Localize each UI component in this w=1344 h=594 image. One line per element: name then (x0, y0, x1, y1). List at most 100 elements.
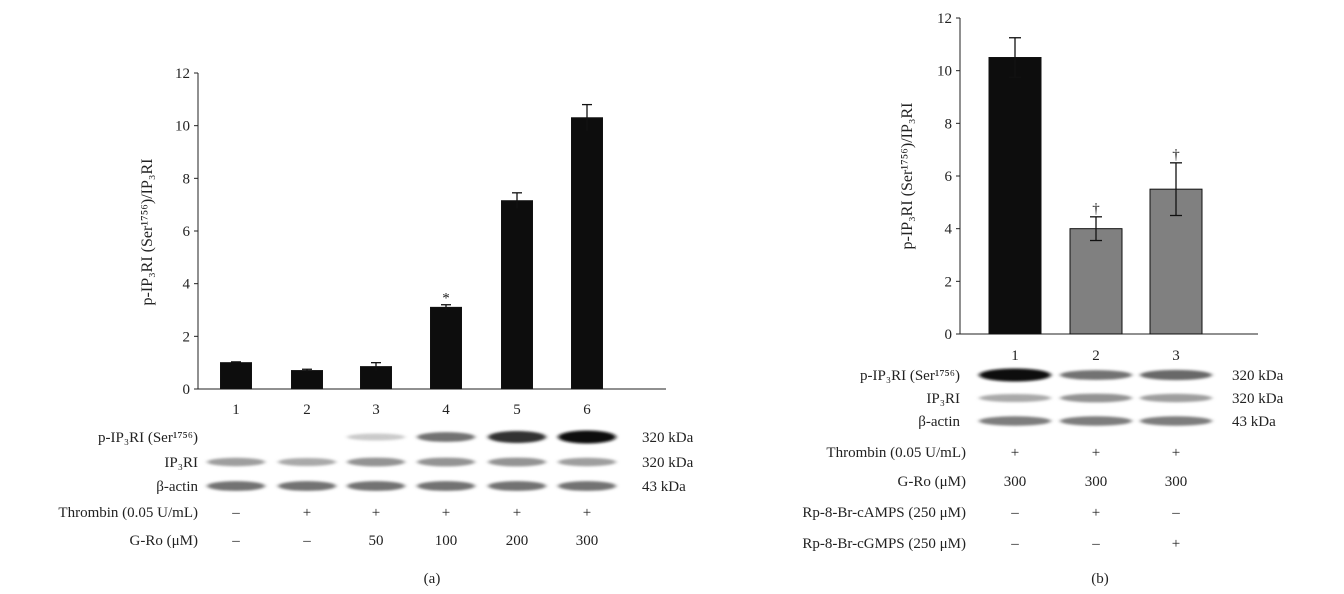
treatment-value: 50 (369, 533, 384, 549)
panel-b-treatment-table: Thrombin (0.05 U/mL) + + + G-Ro (μM) 300 300 30… (802, 445, 1187, 552)
x-tick-label: 6 (583, 402, 591, 418)
bar (291, 370, 323, 390)
treatment-value: + (1092, 505, 1100, 521)
treatment-value: + (1172, 445, 1180, 461)
blot-row-label: β-actin (918, 414, 960, 430)
blot-row-label: p-IP₃RI (Ser¹⁷⁵⁶) (860, 368, 960, 384)
y-tick-label: 12 (175, 66, 190, 82)
treatment-value: 300 (576, 533, 599, 549)
molecular-weight-label: 43 kDa (1232, 414, 1276, 430)
panel-b-bars: †† (988, 37, 1203, 335)
treatment-row-label: Rp-8-Br-cGMPS (250 μM) (802, 536, 966, 552)
blot-row-label: β-actin (156, 479, 198, 495)
treatment-value: + (1092, 445, 1100, 461)
y-tick-label: 8 (945, 116, 953, 132)
treatment-row-label: G-Ro (μM) (898, 474, 966, 490)
panel-a-bars: * (220, 103, 603, 390)
treatment-value: 300 (1165, 474, 1188, 490)
y-tick-label: 6 (945, 169, 953, 185)
panel-b-caption: (b) (1091, 571, 1109, 587)
panel-b-western-blot: p-IP₃RI (Ser¹⁷⁵⁶) 320 kDa IP₃RI 320 kDa β-ac… (860, 368, 1284, 430)
blot-band (347, 433, 405, 441)
blot-band (207, 481, 265, 491)
blot-band (1140, 369, 1212, 381)
blot-band (1060, 370, 1132, 380)
molecular-weight-label: 43 kDa (642, 479, 686, 495)
x-tick-label: 2 (303, 402, 311, 418)
bar (430, 306, 462, 390)
blot-band (417, 481, 475, 491)
x-tick-label: 4 (442, 402, 450, 418)
blot-band (347, 457, 405, 467)
blot-band (1140, 416, 1212, 426)
treatment-value: + (583, 505, 591, 521)
panel-b-y-ticks: 0 2 4 6 8 10 12 (937, 11, 960, 343)
x-tick-label: 2 (1092, 348, 1100, 364)
y-tick-label: 10 (175, 119, 190, 135)
y-tick-label: 8 (183, 171, 191, 187)
blot-band (278, 457, 336, 467)
blot-band (558, 481, 616, 491)
y-tick-label: 4 (183, 277, 191, 293)
bar (988, 57, 1042, 335)
treatment-value: + (513, 505, 521, 521)
y-tick-label: 6 (183, 224, 191, 240)
blot-band (347, 481, 405, 491)
treatment-row-label: Thrombin (0.05 U/mL) (826, 445, 966, 461)
blot-band (979, 368, 1051, 382)
treatment-value: – (1091, 536, 1100, 552)
treatment-value: + (442, 505, 450, 521)
panel-b-y-axis-label: p-IP₃RI (Ser¹⁷⁵⁶)/IP₃RI (899, 103, 916, 250)
molecular-weight-label: 320 kDa (642, 430, 694, 446)
blot-band (278, 481, 336, 491)
blot-band (558, 430, 616, 444)
bar (571, 117, 603, 390)
bar (1069, 228, 1123, 335)
x-tick-label: 1 (1011, 348, 1019, 364)
molecular-weight-label: 320 kDa (642, 455, 694, 471)
treatment-row-label: Thrombin (0.05 U/mL) (58, 505, 198, 521)
blot-band (1140, 393, 1212, 403)
treatment-value: + (303, 505, 311, 521)
x-tick-label: 3 (1172, 348, 1180, 364)
y-tick-label: 2 (183, 329, 191, 345)
panel-a-treatment-table: Thrombin (0.05 U/mL) – + + + + + G-Ro (μM) – – 50 1… (58, 505, 598, 549)
treatment-value: 300 (1085, 474, 1108, 490)
significance-marker: † (1092, 201, 1100, 217)
bar (220, 362, 252, 390)
treatment-value: – (1171, 505, 1180, 521)
treatment-value: 100 (435, 533, 458, 549)
y-tick-label: 0 (945, 327, 953, 343)
blot-band (488, 431, 546, 443)
blot-band (417, 457, 475, 467)
treatment-value: – (1010, 536, 1019, 552)
panel-a-western-blot: p-IP₃RI (Ser¹⁷⁵⁶) 320 kDa IP₃RI 320 kDa β-ac… (98, 430, 694, 495)
x-tick-label: 5 (513, 402, 521, 418)
bar (501, 200, 533, 390)
panel-a-y-axis-label: p-IP₃RI (Ser¹⁷⁵⁶)/IP₃RI (139, 159, 156, 306)
x-tick-label: 1 (232, 402, 240, 418)
blot-band (207, 457, 265, 467)
y-tick-label: 10 (937, 64, 952, 80)
x-tick-label: 3 (372, 402, 380, 418)
treatment-row-label: Rp-8-Br-cAMPS (250 μM) (802, 505, 966, 521)
significance-marker: * (442, 291, 450, 307)
blot-band (558, 457, 616, 467)
y-tick-label: 2 (945, 274, 953, 290)
blot-band (979, 416, 1051, 426)
molecular-weight-label: 320 kDa (1232, 391, 1284, 407)
y-tick-label: 0 (183, 382, 191, 398)
treatment-row-label: G-Ro (μM) (130, 533, 198, 549)
blot-row-label: IP₃RI (926, 391, 960, 407)
treatment-value: + (1011, 445, 1019, 461)
blot-row-label: p-IP₃RI (Ser¹⁷⁵⁶) (98, 430, 198, 446)
blot-band (1060, 393, 1132, 403)
blot-band (488, 457, 546, 467)
panel-a-y-ticks: 0 2 4 6 8 10 12 (175, 66, 198, 398)
y-tick-label: 4 (945, 222, 953, 238)
